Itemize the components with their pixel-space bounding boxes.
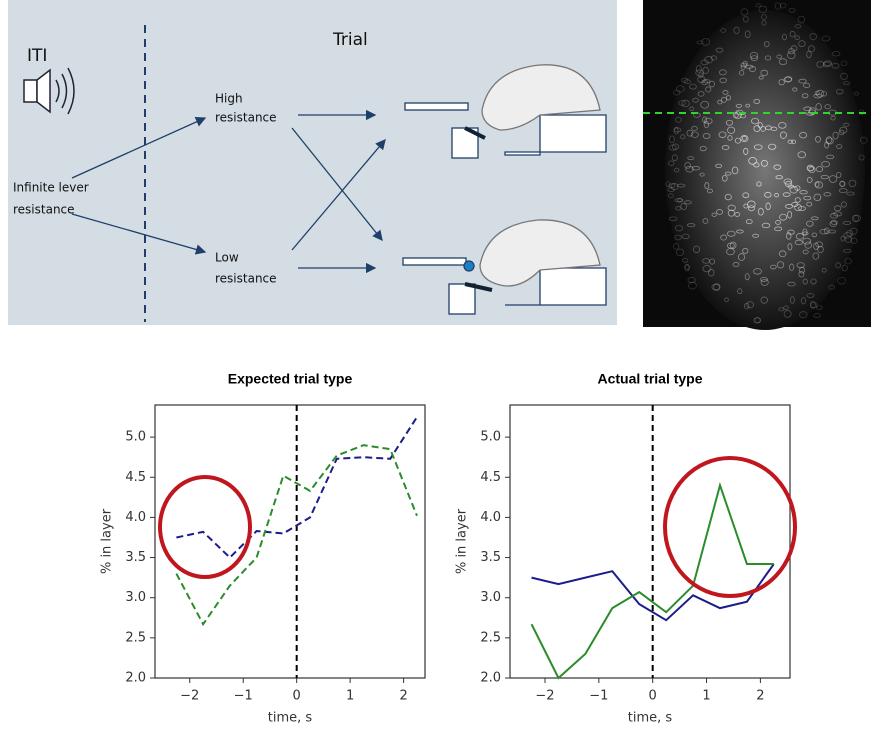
line-chart: Expected trial type time, s % in layer 2.0 2… [100,371,426,726]
series-line [532,564,774,620]
y-tick-label: 3.0 [125,590,146,605]
y-tick-label: 2.5 [125,630,146,645]
x-tick-label: −1 [589,689,608,704]
lever-knob [464,261,474,271]
y-tick-label: 4.0 [125,510,146,525]
highlight-circle [160,477,250,577]
y-tick-label: 2.0 [125,671,146,686]
x-tick-label: 0 [649,689,657,704]
cup [449,284,475,314]
highlight-circle [665,458,795,596]
y-tick-label: 3.0 [480,590,501,605]
figure: ITI Trial Infinite lever resistance High… [0,0,873,729]
y-tick-label: 4.0 [480,510,501,525]
microscope-image [643,0,871,330]
x-tick-label: −2 [180,689,199,704]
trial-label: Trial [332,30,368,50]
y-tick-label: 2.5 [480,630,501,645]
high-label: resistance [215,111,277,125]
low-label: Low [215,251,239,265]
chart-title: Actual trial type [597,371,702,387]
chart-title: Expected trial type [228,371,353,387]
diagram: ITI Trial Infinite lever resistance High… [8,0,617,325]
y-tick-label: 5.0 [125,430,146,445]
x-tick-label: 2 [756,689,764,704]
x-tick-label: −1 [234,689,253,704]
x-tick-label: 2 [399,689,407,704]
lever [405,103,468,110]
start-label: Infinite lever [13,181,89,195]
y-tick-label: 3.5 [125,550,146,565]
x-tick-label: −2 [535,689,554,704]
lever [403,258,466,265]
iti-label: ITI [27,46,47,66]
y-axis-label: % in layer [100,508,115,574]
plot-frame [510,405,790,678]
start-label: resistance [13,203,75,217]
x-axis-label: time, s [628,711,673,726]
y-tick-label: 5.0 [480,430,501,445]
x-tick-label: 1 [702,689,710,704]
line-chart: Actual trial type time, s % in layer 2.0 2.5… [455,371,791,726]
y-tick-label: 2.0 [480,671,501,686]
x-axis-label: time, s [268,711,313,726]
low-label: resistance [215,272,277,286]
y-axis-label: % in layer [455,508,470,574]
x-tick-label: 1 [346,689,354,704]
speaker-box [24,80,37,102]
plot-frame [155,405,425,678]
y-tick-label: 3.5 [480,550,501,565]
high-label: High [215,92,243,106]
y-tick-label: 4.5 [480,470,501,485]
x-tick-label: 0 [293,689,301,704]
y-tick-label: 4.5 [125,470,146,485]
